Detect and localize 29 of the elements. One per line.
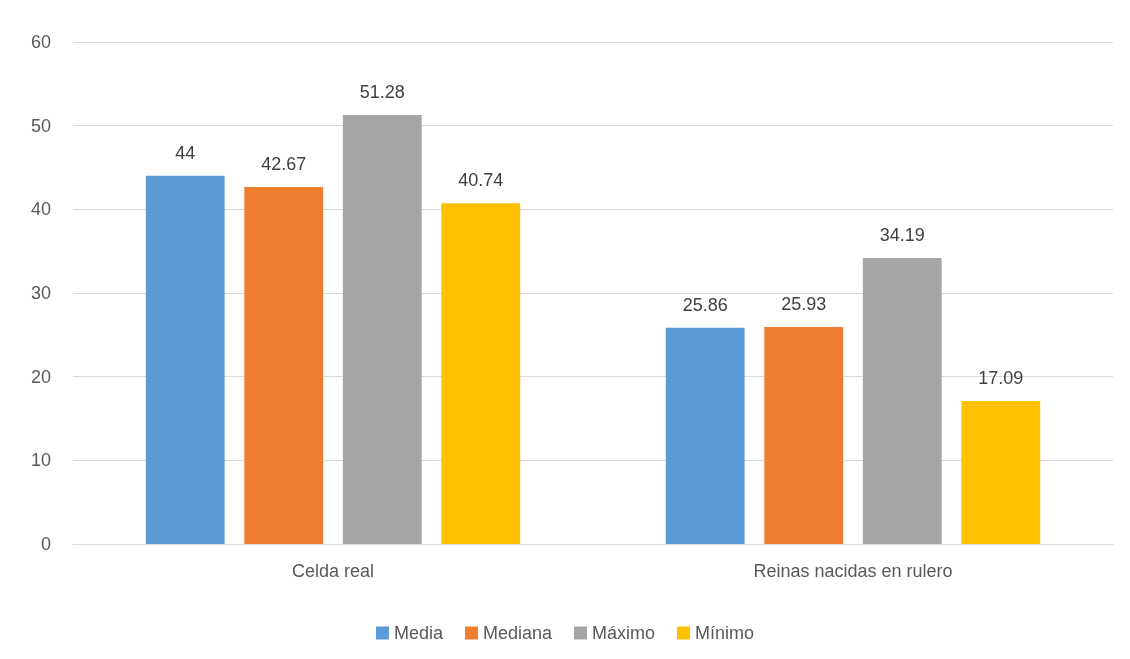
- y-tick-label: 50: [30, 115, 51, 136]
- bar: [862, 257, 942, 544]
- x-tick-label: Celda real: [291, 561, 375, 581]
- legend-label: Media: [393, 623, 444, 643]
- bar: [244, 186, 324, 544]
- y-tick-label: 10: [30, 450, 51, 471]
- bar: [961, 401, 1041, 544]
- y-tick-label: 40: [30, 199, 51, 220]
- y-tick-label: 30: [30, 283, 51, 303]
- bar: [441, 203, 521, 544]
- legend-label: Mínimo: [695, 623, 755, 643]
- x-tick-label: Reinas nacidas en rulero: [753, 561, 953, 581]
- data-label: 25.93: [781, 294, 827, 315]
- legend-label: Máximo: [592, 623, 656, 643]
- bar: [145, 175, 225, 544]
- bar: [342, 114, 422, 544]
- y-tick-label: 0: [40, 534, 51, 554]
- data-label: 25.86: [682, 294, 728, 315]
- data-label: 40.74: [458, 170, 504, 191]
- data-label: 44: [175, 142, 196, 163]
- legend-label: Mediana: [482, 623, 554, 643]
- data-label: 34.19: [879, 224, 925, 245]
- y-tick-label: 20: [30, 366, 51, 387]
- bar: [764, 327, 844, 544]
- data-label: 51.28: [359, 81, 405, 102]
- data-label: 42.67: [261, 153, 307, 174]
- y-tick-label: 60: [30, 32, 51, 52]
- data-label: 17.09: [978, 368, 1024, 389]
- bar: [665, 327, 745, 544]
